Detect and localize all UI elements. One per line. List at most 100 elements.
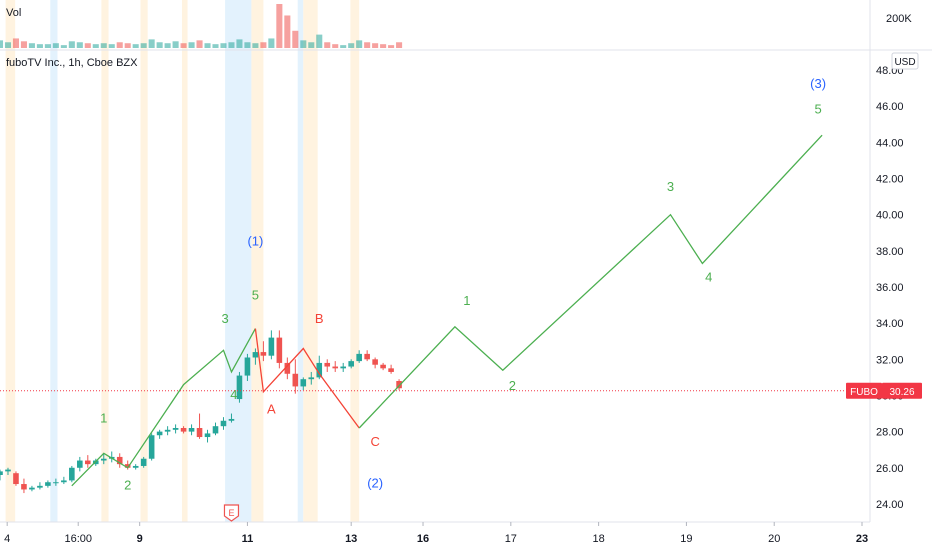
candle-body	[29, 487, 35, 490]
time-tick-label: 17	[505, 533, 517, 545]
volume-bar	[236, 39, 243, 48]
volume-bar	[220, 43, 227, 48]
volume-bar	[348, 43, 355, 48]
volume-bar	[68, 41, 75, 48]
volume-bar	[180, 43, 187, 48]
candle-body	[276, 337, 283, 363]
wave-label: (2)	[367, 476, 383, 491]
ticker-label: FUBO	[850, 387, 878, 398]
wave-label: (1)	[247, 233, 263, 248]
volume-bar	[316, 34, 323, 48]
candle-body	[396, 381, 402, 389]
volume-bar	[116, 42, 123, 48]
time-tick-label: 19	[680, 533, 692, 545]
volume-bar	[340, 45, 347, 48]
impulse-wave-line[interactable]	[358, 134, 823, 429]
volume-bar	[228, 42, 235, 48]
wave-label: B	[315, 311, 324, 326]
volume-bar	[300, 40, 307, 48]
candle-body	[308, 377, 315, 380]
volume-bar	[28, 43, 35, 48]
candle-body	[21, 484, 27, 490]
price-tick-label: 24.00	[876, 499, 904, 511]
candle-body	[388, 368, 394, 372]
volume-bar	[84, 43, 91, 48]
impulse-wave-line[interactable]	[71, 328, 256, 487]
time-tick-label: 4	[4, 533, 10, 545]
wave-label: C	[370, 434, 379, 449]
volume-bar	[44, 44, 51, 48]
candle-body	[116, 456, 123, 465]
currency-label: USD	[894, 57, 915, 68]
price-tick-label: 44.00	[876, 137, 904, 149]
volume-bar	[20, 41, 27, 48]
candle-body	[69, 467, 75, 481]
wave-label: 3	[667, 179, 674, 194]
candle-body	[132, 465, 139, 468]
candle-body	[5, 469, 11, 472]
price-tick-label: 28.00	[876, 427, 904, 439]
session-shading	[140, 0, 148, 522]
volume-bar	[100, 43, 107, 48]
ticker-badge	[846, 382, 882, 399]
session-shading	[50, 0, 58, 522]
earnings-marker-label: E	[228, 508, 234, 518]
candle-body	[85, 460, 91, 465]
candle-body	[212, 426, 219, 434]
price-tick-label: 32.00	[876, 354, 904, 366]
time-tick-label: 13	[345, 533, 357, 545]
candle-body	[260, 352, 267, 356]
last-price-value: 30.26	[889, 387, 914, 398]
candle-body	[228, 418, 235, 421]
volume-bar	[252, 43, 259, 48]
volume-bar	[268, 38, 275, 48]
volume-bar	[332, 44, 339, 48]
volume-bar	[196, 40, 203, 48]
volume-bar	[4, 42, 12, 48]
session-shading	[297, 0, 304, 522]
wave-label: 2	[509, 378, 516, 393]
price-tick-label: 40.00	[876, 210, 904, 222]
wave-label: 3	[221, 311, 228, 326]
correction-wave-line[interactable]	[254, 328, 360, 429]
candle-body	[140, 458, 147, 466]
wave-label: 1	[100, 411, 107, 426]
volume-bar	[52, 43, 59, 48]
candle-body	[268, 337, 275, 356]
candle-body	[292, 373, 299, 387]
volume-bar	[148, 39, 155, 48]
volume-bar	[132, 44, 139, 48]
candle-body	[244, 357, 251, 376]
earnings-marker[interactable]	[223, 504, 240, 522]
currency-box[interactable]	[891, 52, 919, 70]
price-tick-label: 34.00	[876, 318, 904, 330]
volume-bar	[108, 44, 115, 48]
time-tick-label: 18	[592, 533, 604, 545]
price-tick-label: 26.00	[876, 463, 904, 475]
volume-bar	[188, 42, 195, 48]
volume-bar	[76, 42, 83, 48]
session-shading	[350, 0, 360, 522]
candle-body	[300, 379, 307, 387]
volume-bar	[260, 42, 267, 48]
volume-bar	[60, 45, 67, 48]
candle-body	[100, 458, 107, 461]
session-shading	[303, 0, 318, 522]
candle-body	[180, 428, 187, 432]
volume-bar	[388, 45, 395, 48]
candle-body	[220, 420, 227, 427]
volume-bar	[396, 42, 403, 48]
price-tick-label: 38.00	[876, 246, 904, 258]
volume-bar	[284, 15, 291, 49]
price-tick-label: 36.00	[876, 282, 904, 294]
wave-label: 5	[252, 288, 259, 303]
session-shading	[251, 0, 264, 522]
volume-bar	[212, 44, 219, 48]
candle-body	[164, 429, 171, 432]
volume-bar	[308, 42, 315, 48]
candle-body	[37, 485, 43, 488]
candle-body	[324, 362, 331, 367]
volume-bar	[244, 42, 251, 48]
